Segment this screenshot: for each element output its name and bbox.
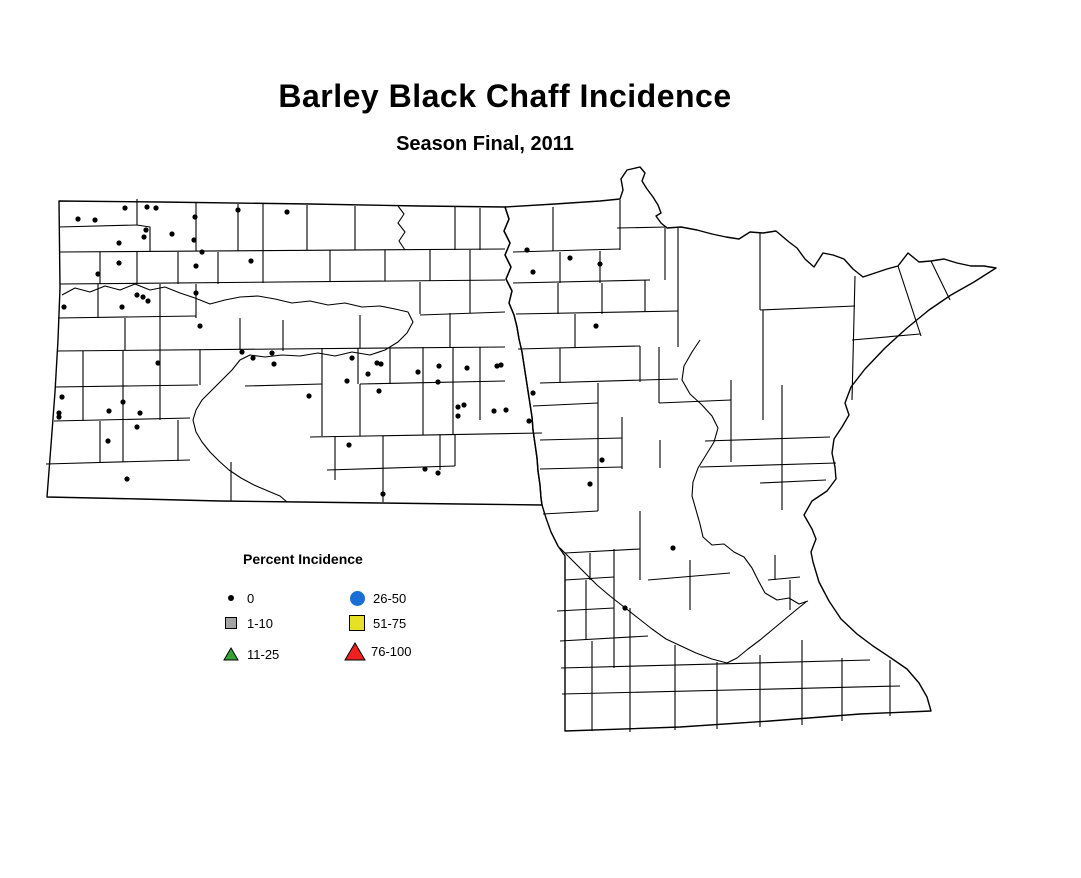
survey-site-dot — [494, 363, 500, 369]
gray-square-symbol-icon — [225, 617, 237, 629]
site-dots — [56, 204, 676, 611]
legend-item-11-25: 11-25 — [220, 644, 279, 664]
survey-site-dot — [92, 217, 98, 223]
survey-site-dot — [141, 234, 147, 240]
survey-site-dot — [376, 388, 382, 394]
legend-label: 26-50 — [373, 590, 407, 606]
survey-site-dot — [435, 379, 441, 385]
survey-site-dot — [56, 410, 62, 416]
survey-site-dot — [530, 390, 536, 396]
survey-site-dot — [284, 209, 290, 215]
legend-item-76-100: 76-100 — [344, 641, 411, 661]
survey-site-dot — [374, 360, 380, 366]
survey-site-dot — [530, 269, 536, 275]
survey-site-dot — [593, 323, 599, 329]
survey-site-dot — [344, 378, 350, 384]
survey-site-dot — [567, 255, 573, 261]
survey-site-dot — [503, 407, 509, 413]
survey-site-dot — [199, 249, 205, 255]
survey-site-dot — [464, 365, 470, 371]
survey-site-dot — [670, 545, 676, 551]
survey-site-dot — [435, 470, 441, 476]
blue-circle-symbol-icon — [349, 590, 365, 606]
survey-site-dot — [436, 363, 442, 369]
survey-site-dot — [192, 214, 198, 220]
legend-label: 0 — [247, 590, 255, 606]
survey-site-dot — [134, 424, 140, 430]
green-triangle-symbol-icon — [223, 647, 239, 661]
legend-item-1-10: 1-10 — [220, 613, 273, 633]
legend-label: 1-10 — [247, 615, 274, 631]
survey-site-dot — [349, 355, 355, 361]
survey-site-dot — [61, 304, 67, 310]
survey-site-dot — [378, 361, 384, 367]
survey-site-dot — [526, 418, 532, 424]
survey-site-dot — [455, 404, 461, 410]
survey-site-dot — [197, 323, 203, 329]
survey-site-dot — [122, 205, 128, 211]
survey-site-dot — [106, 408, 112, 414]
survey-site-dot — [365, 371, 371, 377]
survey-site-dot — [250, 355, 256, 361]
survey-site-dot — [269, 350, 275, 356]
survey-site-dot — [306, 393, 312, 399]
county-lines — [45, 199, 951, 732]
survey-site-dot — [137, 410, 143, 416]
survey-site-dot — [56, 414, 62, 420]
survey-site-dot — [140, 294, 146, 300]
legend-label: 51-75 — [373, 615, 407, 631]
survey-site-dot — [105, 438, 111, 444]
survey-site-dot — [59, 394, 65, 400]
legend-label: 11-25 — [247, 646, 280, 662]
survey-site-dot — [120, 399, 126, 405]
legend-item-26-50: 26-50 — [346, 588, 406, 608]
legend-title: Percent Incidence — [243, 551, 363, 567]
page-subtitle: Season Final, 2011 — [396, 133, 574, 155]
dot-symbol-icon — [228, 595, 234, 601]
legend-item-0: 0 — [220, 588, 254, 608]
river-lines — [61, 283, 809, 664]
survey-site-dot — [587, 481, 593, 487]
survey-site-dot — [597, 261, 603, 267]
survey-site-dot — [116, 240, 122, 246]
red-triangle-symbol-icon — [344, 641, 366, 660]
survey-site-dot — [191, 237, 197, 243]
survey-site-dot — [524, 247, 530, 253]
survey-site-dot — [271, 361, 277, 367]
survey-site-dot — [599, 457, 605, 463]
survey-site-dot — [346, 442, 352, 448]
survey-site-dot — [622, 605, 628, 611]
survey-site-dot — [193, 290, 199, 296]
survey-site-dot — [134, 292, 140, 298]
survey-site-dot — [239, 349, 245, 355]
survey-site-dot — [461, 402, 467, 408]
survey-site-dot — [155, 360, 161, 366]
survey-site-dot — [235, 207, 241, 213]
page-title: Barley Black Chaff Incidence — [278, 78, 732, 114]
survey-site-dot — [498, 362, 504, 368]
survey-site-dot — [143, 227, 149, 233]
survey-site-dot — [415, 369, 421, 375]
survey-site-dot — [380, 491, 386, 497]
survey-site-dot — [144, 204, 150, 210]
survey-site-dot — [119, 304, 125, 310]
legend-label: 76-100 — [371, 643, 412, 659]
survey-site-dot — [455, 413, 461, 419]
survey-site-dot — [491, 408, 497, 414]
legend-item-51-75: 51-75 — [346, 613, 406, 633]
survey-site-dot — [95, 271, 101, 277]
survey-site-dot — [153, 205, 159, 211]
survey-site-dot — [75, 216, 81, 222]
survey-site-dot — [248, 258, 254, 264]
state-outlines — [46, 166, 997, 732]
survey-site-dot — [193, 263, 199, 269]
survey-site-dot — [124, 476, 130, 482]
survey-site-dot — [169, 231, 175, 237]
survey-site-dot — [145, 298, 151, 304]
survey-site-dot — [422, 466, 428, 472]
yellow-square-symbol-icon — [349, 615, 365, 631]
survey-site-dot — [116, 260, 122, 266]
